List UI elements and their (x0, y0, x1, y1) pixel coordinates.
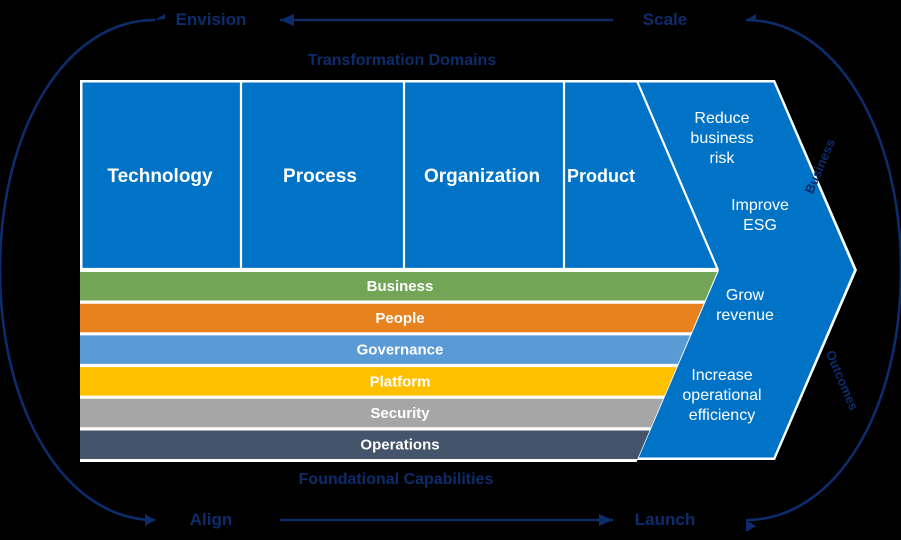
svg-text:efficiency: efficiency (689, 407, 755, 424)
svg-text:Outcomes: Outcomes (823, 348, 862, 412)
svg-text:Grow: Grow (726, 287, 765, 304)
svg-text:Improve: Improve (731, 197, 789, 214)
svg-text:Foundational Capabilities: Foundational Capabilities (299, 471, 494, 488)
svg-text:Align: Align (190, 510, 233, 529)
svg-text:Increase: Increase (691, 367, 752, 384)
svg-text:risk: risk (710, 150, 736, 167)
svg-text:Governance: Governance (357, 342, 444, 359)
svg-text:ESG: ESG (743, 217, 777, 234)
svg-text:business: business (690, 130, 753, 147)
svg-text:Scale: Scale (643, 10, 687, 29)
svg-text:Transformation Domains: Transformation Domains (308, 52, 497, 69)
svg-text:Organization: Organization (424, 166, 540, 187)
svg-text:Operations: Operations (360, 437, 439, 454)
svg-text:revenue: revenue (716, 307, 774, 324)
svg-text:Reduce: Reduce (694, 110, 749, 127)
svg-text:Technology: Technology (107, 166, 213, 187)
svg-text:Security: Security (370, 405, 430, 422)
svg-text:Platform: Platform (370, 373, 431, 390)
svg-text:Business: Business (367, 278, 434, 295)
svg-text:Process: Process (283, 166, 357, 187)
svg-text:Launch: Launch (635, 510, 695, 529)
svg-text:Product: Product (567, 166, 635, 186)
svg-text:People: People (375, 310, 424, 327)
svg-text:operational: operational (682, 387, 761, 404)
svg-text:Envision: Envision (176, 10, 247, 29)
